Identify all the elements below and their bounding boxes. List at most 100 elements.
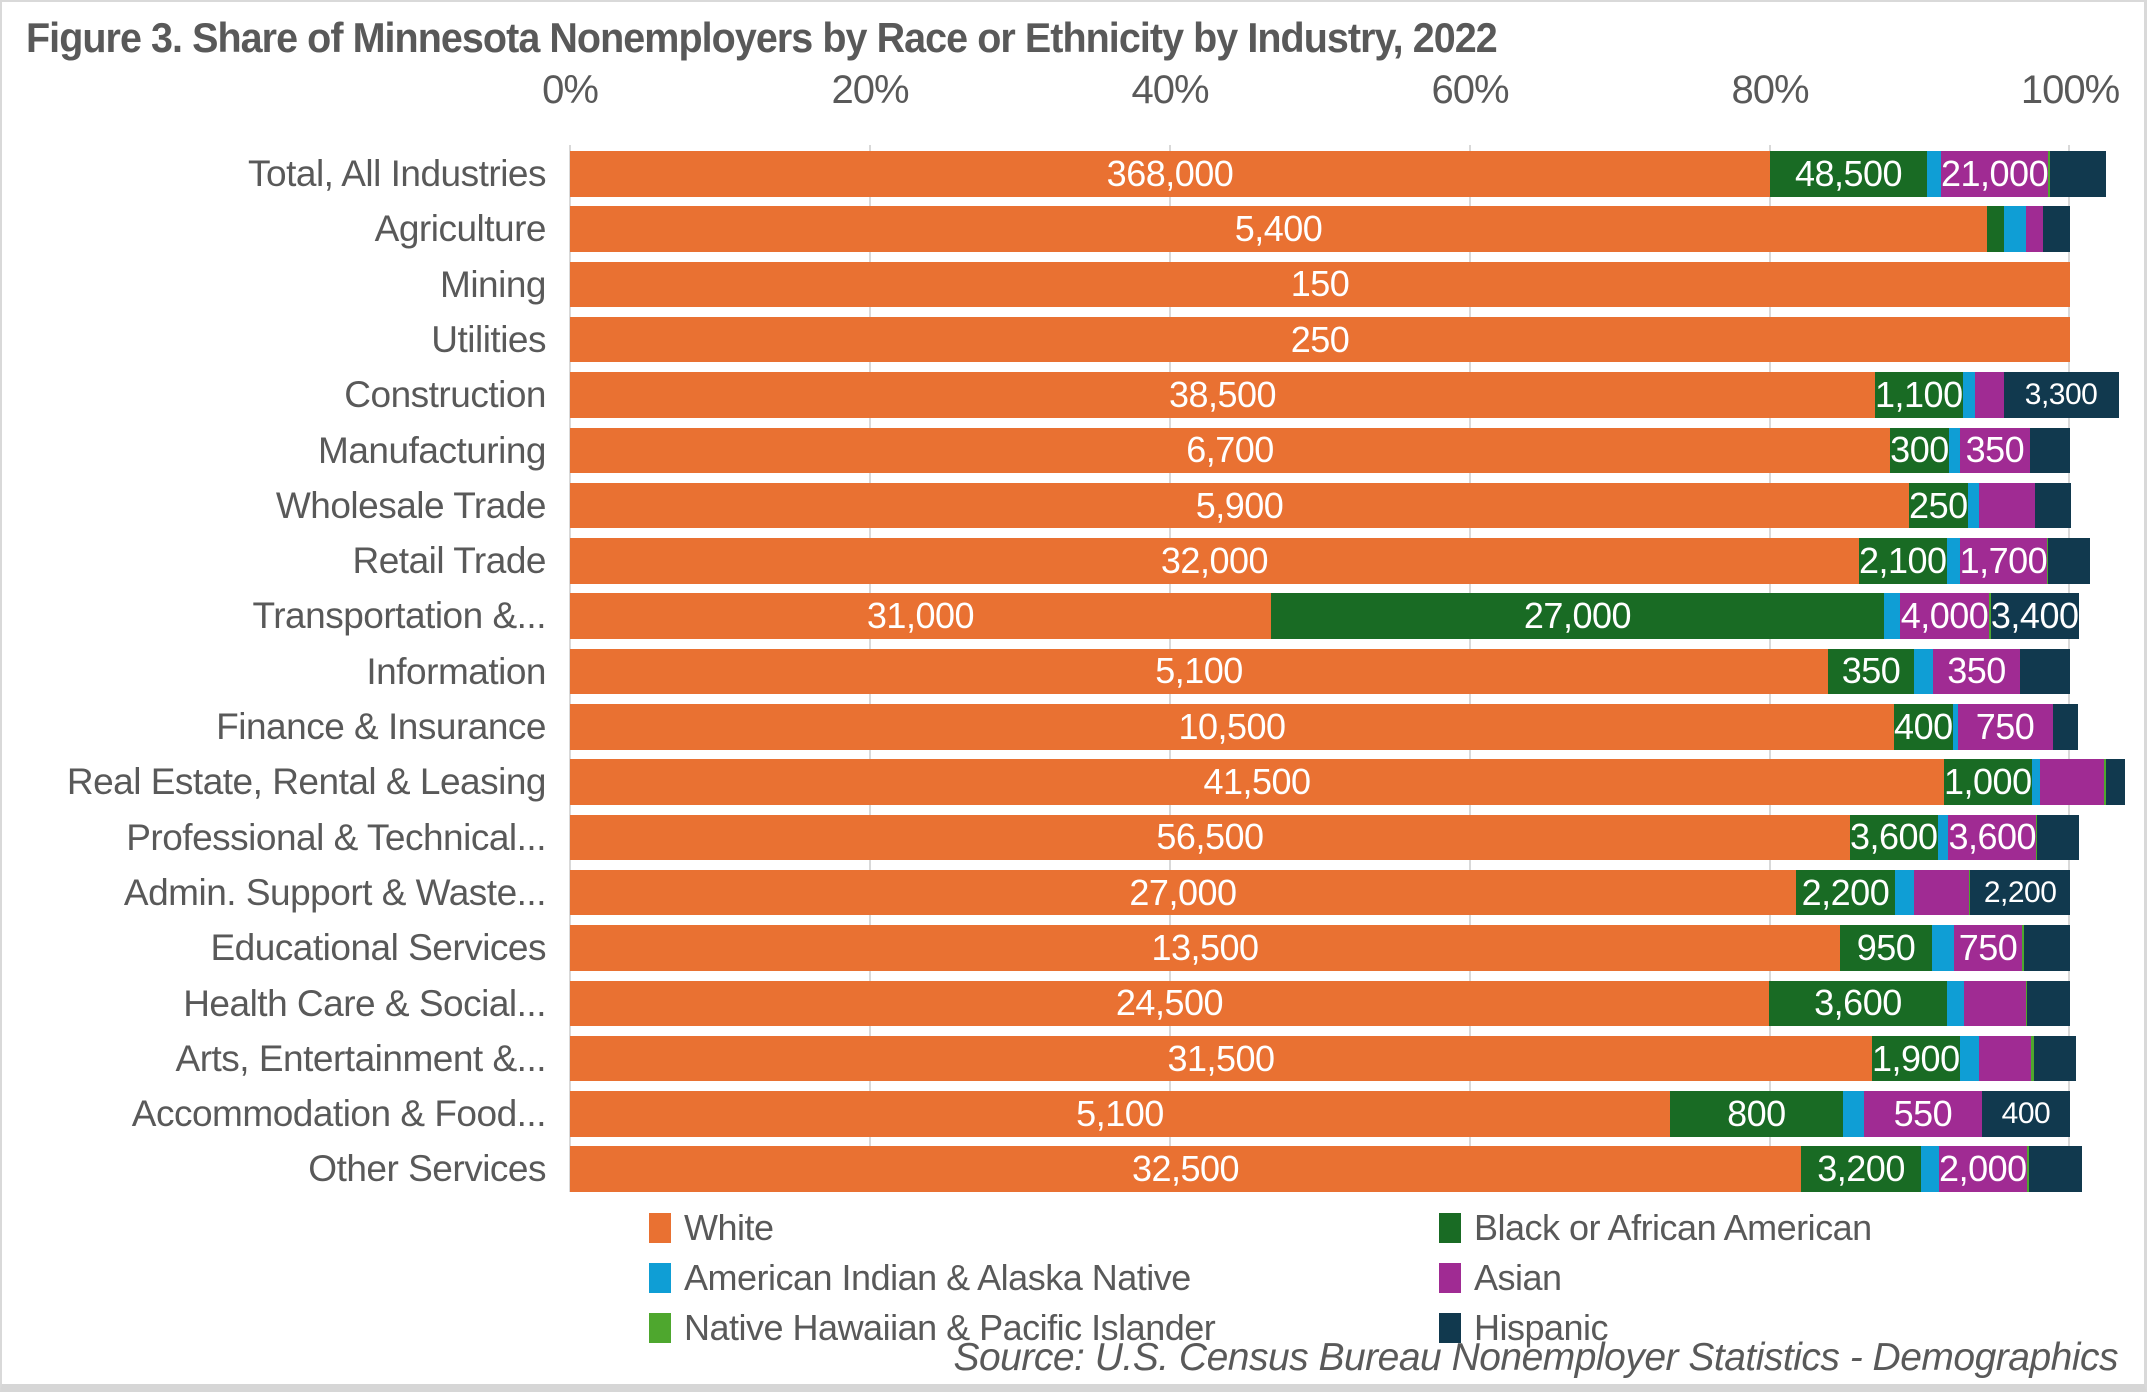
x-axis-tick: 60% bbox=[1431, 68, 1509, 112]
bar-value-label: 750 bbox=[1958, 926, 2018, 968]
bar-value-label: 350 bbox=[1841, 650, 1901, 692]
bar-segment-aian bbox=[1913, 648, 1934, 695]
bar-segment-black: 1,000 bbox=[1944, 759, 2032, 805]
bar-row: 5,900 250 bbox=[570, 482, 2071, 529]
x-axis: 0% 20% 40% 60% 80% 100% bbox=[542, 68, 2120, 112]
bar-value-label: 32,000 bbox=[1160, 539, 1269, 581]
bar-row: 38,500 1,100 3,300 bbox=[570, 372, 2119, 418]
bar-segment-hispanic bbox=[2042, 206, 2070, 252]
x-axis-tick: 40% bbox=[1131, 68, 1209, 112]
category-label: Wholesale Trade bbox=[275, 484, 547, 526]
bar-segment-white: 5,100 bbox=[570, 1091, 1670, 1137]
bar-segment-white: 250 bbox=[570, 316, 2070, 363]
bar-value-label: 150 bbox=[1290, 263, 1350, 305]
bar-segment-white: 41,500 bbox=[570, 759, 1944, 805]
bar-segment-black: 2,100 bbox=[1858, 538, 1947, 584]
bar-row: 6,700 300 350 bbox=[570, 427, 2070, 473]
bar-value-label: 400 bbox=[1894, 705, 1953, 747]
bar-segment-black: 250 bbox=[1909, 482, 1968, 529]
bar-segment-asian bbox=[2026, 206, 2043, 252]
bar-segment-nhpi bbox=[2030, 1035, 2034, 1082]
bar-segment-white: 150 bbox=[570, 261, 2070, 308]
bar-segment-white: 10,500 bbox=[570, 704, 1895, 750]
bar-value-label: 750 bbox=[1975, 705, 2035, 747]
bar-value-label: 5,100 bbox=[1076, 1092, 1164, 1134]
bar-segment-asian: 350 bbox=[1959, 427, 2030, 473]
category-label: Accommodation & Food... bbox=[131, 1093, 547, 1135]
bar-segment-aian bbox=[1946, 980, 1964, 1026]
bar-row: 41,500 1,000 bbox=[570, 759, 2126, 805]
bar-value-label: 21,000 bbox=[1940, 152, 2049, 194]
legend-label: Hispanic bbox=[1474, 1307, 1609, 1348]
bar-value-label: 250 bbox=[1290, 318, 1350, 360]
bar-segment-aian bbox=[2031, 759, 2040, 805]
bar-segment-asian bbox=[1913, 869, 1970, 916]
bar-value-label: 300 bbox=[1890, 429, 1949, 471]
bar-segment-black: 1,900 bbox=[1872, 1035, 1960, 1082]
bar-row: 5,400 bbox=[570, 206, 2070, 252]
legend-item-asian: Asian bbox=[1439, 1257, 1562, 1298]
bar-segment-white: 6,700 bbox=[570, 427, 1890, 473]
bar-segment-hispanic: 3,400 bbox=[1990, 593, 2079, 639]
bar-value-label: 550 bbox=[1893, 1092, 1953, 1134]
category-label: Agriculture bbox=[374, 208, 547, 250]
bar-value-label: 3,600 bbox=[1814, 982, 1902, 1024]
bar-segment-black: 3,600 bbox=[1768, 980, 1947, 1026]
bar-value-label: 2,200 bbox=[1801, 871, 1890, 913]
bar-segment-aian bbox=[1931, 925, 1955, 971]
bar-value-label: 3,600 bbox=[1849, 816, 1938, 858]
bar-segment-black: 2,200 bbox=[1795, 869, 1895, 916]
bar-value-label: 31,000 bbox=[866, 595, 975, 637]
legend-item-aian: American Indian & Alaska Native bbox=[649, 1257, 1191, 1298]
bar-segment-white: 24,500 bbox=[570, 980, 1769, 1026]
bar-value-label: 950 bbox=[1856, 926, 1916, 968]
bar-segment-nhpi bbox=[2026, 1146, 2029, 1192]
bar-value-label: 3,200 bbox=[1817, 1148, 1905, 1190]
bar-value-label: 4,000 bbox=[1900, 595, 1989, 637]
bar-value-label: 10,500 bbox=[1178, 705, 1286, 747]
plot-area: 368,000 48,500 21,000 5,400 150 250 38,500 1,10… bbox=[569, 145, 2126, 1192]
bar-value-label: 3,600 bbox=[1948, 816, 2037, 858]
bar-segment-asian bbox=[2039, 759, 2105, 805]
bar-segment-white: 31,000 bbox=[570, 593, 1271, 639]
bar-segment-aian bbox=[1959, 1035, 1979, 1082]
bar-segment-black: 350 bbox=[1828, 648, 1914, 695]
bar-segment-asian: 3,600 bbox=[1948, 814, 2037, 861]
bar-segment-aian bbox=[1894, 869, 1914, 916]
bar-value-label: 1,700 bbox=[1959, 539, 2048, 581]
bar-row: 250 bbox=[570, 316, 2070, 363]
bar-value-label: 32,500 bbox=[1131, 1148, 1240, 1190]
legend-swatch bbox=[649, 1313, 671, 1343]
x-axis-tick: 0% bbox=[542, 68, 599, 112]
x-axis-tick: 20% bbox=[831, 68, 909, 112]
bar-segment-aian bbox=[1946, 538, 1960, 584]
bar-value-label: 27,000 bbox=[1523, 595, 1632, 637]
bar-segment-black: 300 bbox=[1890, 427, 1949, 473]
bar-segment-black bbox=[1987, 206, 2004, 252]
bar-segment-white: 5,900 bbox=[570, 482, 1910, 529]
category-label: Health Care & Social... bbox=[183, 982, 546, 1024]
x-axis-tick: 100% bbox=[2020, 68, 2120, 112]
category-label: Professional & Technical... bbox=[126, 816, 546, 858]
bar-segment-hispanic bbox=[2052, 704, 2078, 750]
bar-value-label: 1,000 bbox=[1944, 761, 2032, 803]
category-label: Utilities bbox=[431, 318, 546, 360]
legend-label: American Indian & Alaska Native bbox=[684, 1257, 1191, 1298]
bar-segment-asian: 750 bbox=[1957, 704, 2053, 750]
category-label: Retail Trade bbox=[352, 540, 547, 582]
legend-item-black: Black or African American bbox=[1439, 1207, 1872, 1248]
category-label: Educational Services bbox=[210, 927, 546, 969]
legend-swatch bbox=[1439, 1313, 1461, 1343]
category-label: Mining bbox=[440, 263, 547, 305]
bar-value-label: 350 bbox=[1965, 429, 2025, 471]
bar-row: 31,000 27,000 4,000 3,400 bbox=[570, 593, 2079, 639]
bar-segment-white: 5,400 bbox=[570, 206, 1988, 252]
bar-value-label: 5,900 bbox=[1195, 484, 1284, 526]
bar-value-label: 800 bbox=[1727, 1092, 1786, 1134]
bar-value-label: 41,500 bbox=[1203, 761, 1311, 803]
bar-segment-hispanic: 3,300 bbox=[2003, 372, 2119, 418]
bar-segment-asian: 550 bbox=[1863, 1091, 1982, 1137]
legend-swatch bbox=[1439, 1263, 1461, 1293]
bar-value-label: 48,500 bbox=[1794, 152, 1903, 194]
category-label: Real Estate, Rental & Leasing bbox=[66, 761, 547, 803]
